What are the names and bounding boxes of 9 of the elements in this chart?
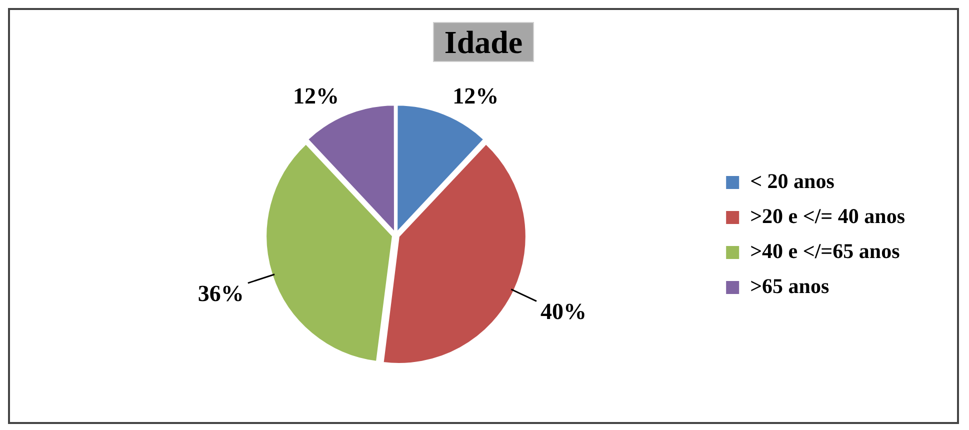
- legend-label: >65 anos: [750, 274, 830, 298]
- data-label: 12%: [452, 84, 499, 109]
- chart-title: Idade: [433, 22, 534, 62]
- legend-label: < 20 anos: [750, 168, 834, 193]
- data-label: 40%: [540, 299, 586, 324]
- legend-label: >40 e </=65 anos: [750, 238, 900, 263]
- legend-label: >20 e </= 40 anos: [750, 204, 905, 228]
- data-label: 36%: [198, 280, 244, 306]
- data-label: 12%: [292, 84, 339, 109]
